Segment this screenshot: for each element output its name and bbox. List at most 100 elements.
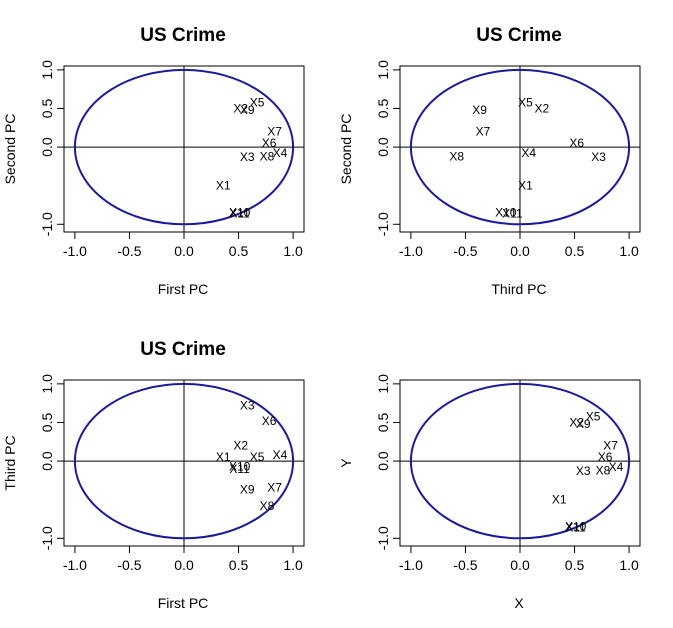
y-tick-label: 1.0 [39,60,55,80]
y-tick-label: 0.0 [375,137,391,157]
point-label-x7: X7 [267,125,282,139]
point-label-x4: X4 [521,146,536,160]
x-tick-label: 0.0 [174,557,194,573]
point-label-x10: X10 [565,520,587,534]
point-label-x10: X10 [229,459,251,473]
y-tick-label: -1.0 [39,212,55,236]
point-label-x1: X1 [216,450,231,464]
point-label-x2: X2 [233,439,248,453]
chart-title: US Crime [140,25,226,46]
x-tick-label: 0.5 [565,557,585,573]
chart-title: US Crime [476,25,562,46]
point-label-x6: X6 [598,450,613,464]
point-label-x5: X5 [518,95,533,109]
point-label-x9: X9 [240,103,255,117]
y-tick-label: -1.0 [375,526,391,550]
point-label-x8: X8 [260,499,275,513]
panel-4: X Y -1.0 -0.5 0.0 0.5 1.0 -1.0 0.0 0.5 1.0 X1 X2 X3… [338,374,641,611]
point-label-x3: X3 [576,464,591,478]
point-label-x3: X3 [240,150,255,164]
point-label-x11: X11 [229,462,250,476]
unit-circle [409,68,631,226]
y-tick-label: -1.0 [375,212,391,236]
point-label-x7: X7 [267,480,282,494]
point-label-x1: X1 [216,179,231,193]
point-label-x1: X1 [518,179,533,193]
point-label-x9: X9 [576,417,591,431]
x-tick-label: -0.5 [117,243,141,259]
y-tick-label: 1.0 [375,60,391,80]
x-tick-label: -1.0 [63,557,87,573]
x-axis-label: First PC [158,595,209,611]
point-label-x4: X4 [273,146,288,160]
point-label-x6: X6 [262,414,277,428]
x-tick-label: -1.0 [399,243,423,259]
chart-title: US Crime [140,339,226,360]
point-label-x11: X11 [565,520,586,534]
x-tick-label: 1.0 [619,557,639,573]
x-tick-label: 0.0 [174,243,194,259]
point-label-x8: X8 [596,463,611,477]
x-tick-label: 0.5 [229,243,249,259]
x-tick-label: 1.0 [283,243,303,259]
y-tick-label: 1.0 [375,374,391,394]
panel-1: US Crime First PC Second PC -1.0 -0.5 0.0 0… [2,25,305,297]
point-label-x9: X9 [472,103,487,117]
unit-circle [73,68,295,226]
x-tick-label: 0.0 [510,557,530,573]
point-label-x3: X3 [240,398,255,412]
point-label-x4: X4 [273,448,288,462]
point-label-x11: X11 [229,206,250,220]
x-tick-label: 0.5 [565,243,585,259]
y-axis-label: Y [338,458,354,468]
point-label-x8: X8 [260,149,275,163]
x-tick-label: -1.0 [63,243,87,259]
y-tick-label: 0.5 [375,99,391,119]
point-label-x3: X3 [591,150,606,164]
x-axis-label: Third PC [491,281,546,297]
point-label-x6: X6 [262,136,277,150]
unit-circle [73,382,295,540]
point-label-x2: X2 [534,101,549,115]
x-tick-label: 1.0 [283,557,303,573]
point-label-x7: X7 [603,439,618,453]
y-axis-label: Second PC [338,114,354,185]
x-tick-label: -0.5 [453,557,477,573]
y-tick-label: 1.0 [39,374,55,394]
x-tick-label: -1.0 [399,557,423,573]
y-tick-label: -1.0 [39,526,55,550]
y-tick-label: 0.5 [375,413,391,433]
x-tick-label: -0.5 [453,243,477,259]
unit-circle [409,382,631,540]
x-tick-label: -0.5 [117,557,141,573]
panel-2: US Crime Third PC Second PC -1.0 -0.5 0.0 0… [338,25,641,297]
point-label-x4: X4 [609,460,624,474]
y-tick-label: 0.0 [39,451,55,471]
x-axis-label: First PC [158,281,209,297]
y-tick-label: 0.0 [375,451,391,471]
y-axis-label: Third PC [2,435,18,490]
y-axis-label: Second PC [2,114,18,185]
point-label-x5: X5 [250,450,265,464]
point-label-x7: X7 [476,125,491,139]
y-tick-label: 0.5 [39,99,55,119]
point-label-x5: X5 [250,95,265,109]
point-label-x6: X6 [569,136,584,150]
point-label-x2: X2 [569,415,584,429]
point-label-x11: X11 [502,206,523,220]
point-label-x5: X5 [586,409,601,423]
point-label-x10: X10 [495,206,517,220]
point-label-x8: X8 [449,149,464,163]
point-label-x9: X9 [240,483,255,497]
x-axis-label: X [514,595,524,611]
point-label-x2: X2 [233,101,248,115]
point-label-x10: X10 [229,206,251,220]
point-label-x1: X1 [552,493,567,507]
panel-3: US Crime First PC Third PC -1.0 -0.5 0.0 0.… [2,339,305,611]
x-tick-label: 0.5 [229,557,249,573]
y-tick-label: 0.0 [39,137,55,157]
y-tick-label: 0.5 [39,413,55,433]
x-tick-label: 1.0 [619,243,639,259]
